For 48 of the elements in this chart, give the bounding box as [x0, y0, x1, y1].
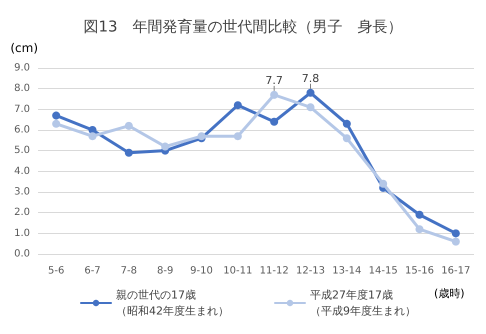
chart-title: 図13 年間発育量の世代間比較（男子 身長） [83, 18, 403, 36]
x-tick-label: 5-6 [48, 266, 64, 276]
point [416, 210, 424, 219]
point [452, 229, 460, 238]
point [124, 122, 133, 130]
point [234, 101, 242, 110]
point [452, 238, 460, 246]
y-tick-label: 8.0 [14, 83, 30, 94]
y-tick-label: 6.0 [14, 124, 30, 136]
x-tick-label: 8-9 [156, 266, 174, 276]
x-tick-label: 6-7 [84, 266, 101, 276]
y-tick-label: 5.0 [14, 145, 30, 156]
point [124, 148, 133, 157]
y-tick-label: 7.0 [14, 104, 30, 115]
point [52, 120, 60, 128]
data-label: 7.7 [265, 74, 283, 87]
y-tick-label: 0.0 [14, 248, 30, 260]
x-axis-title: (歳時) [434, 287, 465, 300]
point [342, 134, 351, 142]
point [342, 120, 351, 128]
point [416, 225, 424, 234]
point [270, 90, 278, 99]
point [379, 180, 388, 188]
point [234, 132, 242, 140]
y-tick-label: 3.0 [14, 186, 30, 198]
legend-label: 平成27年度17歳（平成9年度生まれ） [310, 288, 416, 318]
point [52, 112, 60, 120]
point [306, 103, 314, 112]
point [270, 118, 278, 126]
x-tick-label: 14-15 [368, 266, 398, 276]
y-tick-label: 2.0 [14, 207, 30, 218]
x-tick-label: 15-16 [404, 266, 434, 276]
data-label: 7.8 [302, 72, 320, 85]
legend-label: 親の世代の17歳（昭和42年度生まれ） [116, 288, 229, 318]
y-tick-label: 4.0 [14, 166, 30, 177]
y-tick-label: 9.0 [14, 62, 30, 74]
x-tick-label: 13-14 [332, 266, 362, 276]
point [88, 132, 96, 140]
x-tick-label: 11-12 [260, 266, 289, 276]
y-axis-title: (cm) [10, 41, 38, 55]
point [306, 88, 314, 97]
x-tick-label: 16-17 [441, 266, 470, 276]
x-tick-label: 9-10 [190, 266, 213, 276]
point [161, 142, 170, 151]
x-tick-label: 12-13 [296, 266, 326, 276]
x-tick-label: 10-11 [223, 266, 252, 276]
x-tick-label: 7-8 [120, 266, 138, 276]
y-tick-label: 1.0 [14, 228, 30, 239]
